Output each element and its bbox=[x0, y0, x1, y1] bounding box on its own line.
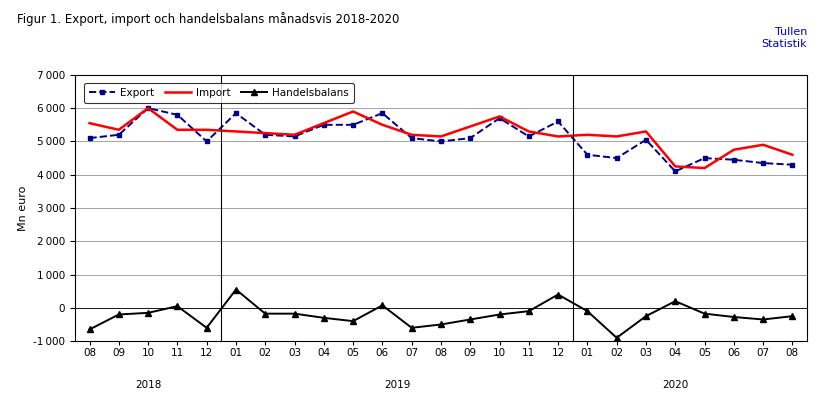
Handelsbalans bbox=[319, 315, 329, 320]
Handelsbalans bbox=[465, 317, 475, 322]
Handelsbalans bbox=[553, 292, 563, 297]
Line: Handelsbalans: Handelsbalans bbox=[87, 287, 795, 341]
Import bbox=[758, 142, 768, 147]
Export bbox=[787, 162, 797, 167]
Import bbox=[114, 127, 124, 132]
Line: Import: Import bbox=[90, 108, 792, 168]
Handelsbalans bbox=[201, 325, 211, 330]
Export bbox=[143, 106, 153, 111]
Export bbox=[201, 139, 211, 144]
Handelsbalans bbox=[260, 311, 270, 316]
Y-axis label: Mn euro: Mn euro bbox=[17, 185, 27, 231]
Export bbox=[612, 156, 622, 161]
Handelsbalans bbox=[114, 312, 124, 317]
Text: 2018: 2018 bbox=[135, 380, 161, 390]
Handelsbalans bbox=[436, 322, 446, 327]
Handelsbalans bbox=[407, 325, 417, 330]
Import bbox=[290, 132, 300, 137]
Export bbox=[465, 136, 475, 141]
Import bbox=[231, 129, 241, 134]
Export bbox=[407, 136, 417, 141]
Import bbox=[494, 114, 504, 119]
Import bbox=[407, 132, 417, 137]
Export bbox=[231, 111, 241, 116]
Export bbox=[758, 161, 768, 166]
Export bbox=[494, 116, 504, 121]
Import bbox=[260, 131, 270, 136]
Line: Export: Export bbox=[87, 106, 795, 174]
Handelsbalans bbox=[85, 327, 95, 332]
Import bbox=[348, 109, 358, 114]
Export bbox=[729, 157, 739, 162]
Handelsbalans bbox=[524, 309, 534, 314]
Export bbox=[290, 134, 300, 139]
Export bbox=[582, 152, 592, 157]
Export bbox=[85, 136, 95, 141]
Text: 2020: 2020 bbox=[662, 380, 688, 390]
Handelsbalans bbox=[172, 304, 182, 309]
Import bbox=[378, 122, 388, 127]
Handelsbalans bbox=[758, 317, 768, 322]
Import bbox=[641, 129, 651, 134]
Import bbox=[465, 124, 475, 129]
Import bbox=[612, 134, 622, 139]
Export bbox=[436, 139, 446, 144]
Import bbox=[700, 166, 710, 171]
Handelsbalans bbox=[787, 314, 797, 319]
Text: Tullen
Statistik: Tullen Statistik bbox=[761, 27, 807, 50]
Export bbox=[524, 134, 534, 139]
Handelsbalans bbox=[290, 311, 300, 316]
Handelsbalans bbox=[700, 311, 710, 316]
Handelsbalans bbox=[348, 319, 358, 324]
Text: 2019: 2019 bbox=[384, 380, 410, 390]
Export bbox=[114, 132, 124, 137]
Text: Figur 1. Export, import och handelsbalans månadsvis 2018-2020: Figur 1. Export, import och handelsbalan… bbox=[17, 12, 399, 27]
Handelsbalans bbox=[143, 310, 153, 315]
Export bbox=[378, 111, 388, 116]
Import bbox=[671, 164, 681, 169]
Handelsbalans bbox=[378, 303, 388, 308]
Import bbox=[582, 132, 592, 137]
Export bbox=[553, 119, 563, 124]
Export bbox=[348, 122, 358, 127]
Handelsbalans bbox=[612, 335, 622, 340]
Import bbox=[85, 121, 95, 126]
Export bbox=[260, 132, 270, 137]
Import bbox=[319, 121, 329, 126]
Export bbox=[700, 156, 710, 161]
Legend: Export, Import, Handelsbalans: Export, Import, Handelsbalans bbox=[84, 83, 354, 103]
Import bbox=[436, 134, 446, 139]
Import bbox=[172, 127, 182, 132]
Export bbox=[172, 112, 182, 117]
Handelsbalans bbox=[582, 309, 592, 314]
Import bbox=[143, 106, 153, 111]
Import bbox=[787, 152, 797, 157]
Export bbox=[641, 137, 651, 142]
Handelsbalans bbox=[494, 312, 504, 317]
Export bbox=[319, 122, 329, 127]
Import bbox=[729, 147, 739, 152]
Handelsbalans bbox=[671, 299, 681, 304]
Handelsbalans bbox=[231, 287, 241, 292]
Export bbox=[671, 169, 681, 174]
Handelsbalans bbox=[641, 314, 651, 319]
Import bbox=[553, 134, 563, 139]
Handelsbalans bbox=[729, 314, 739, 319]
Import bbox=[524, 129, 534, 134]
Import bbox=[201, 127, 211, 132]
